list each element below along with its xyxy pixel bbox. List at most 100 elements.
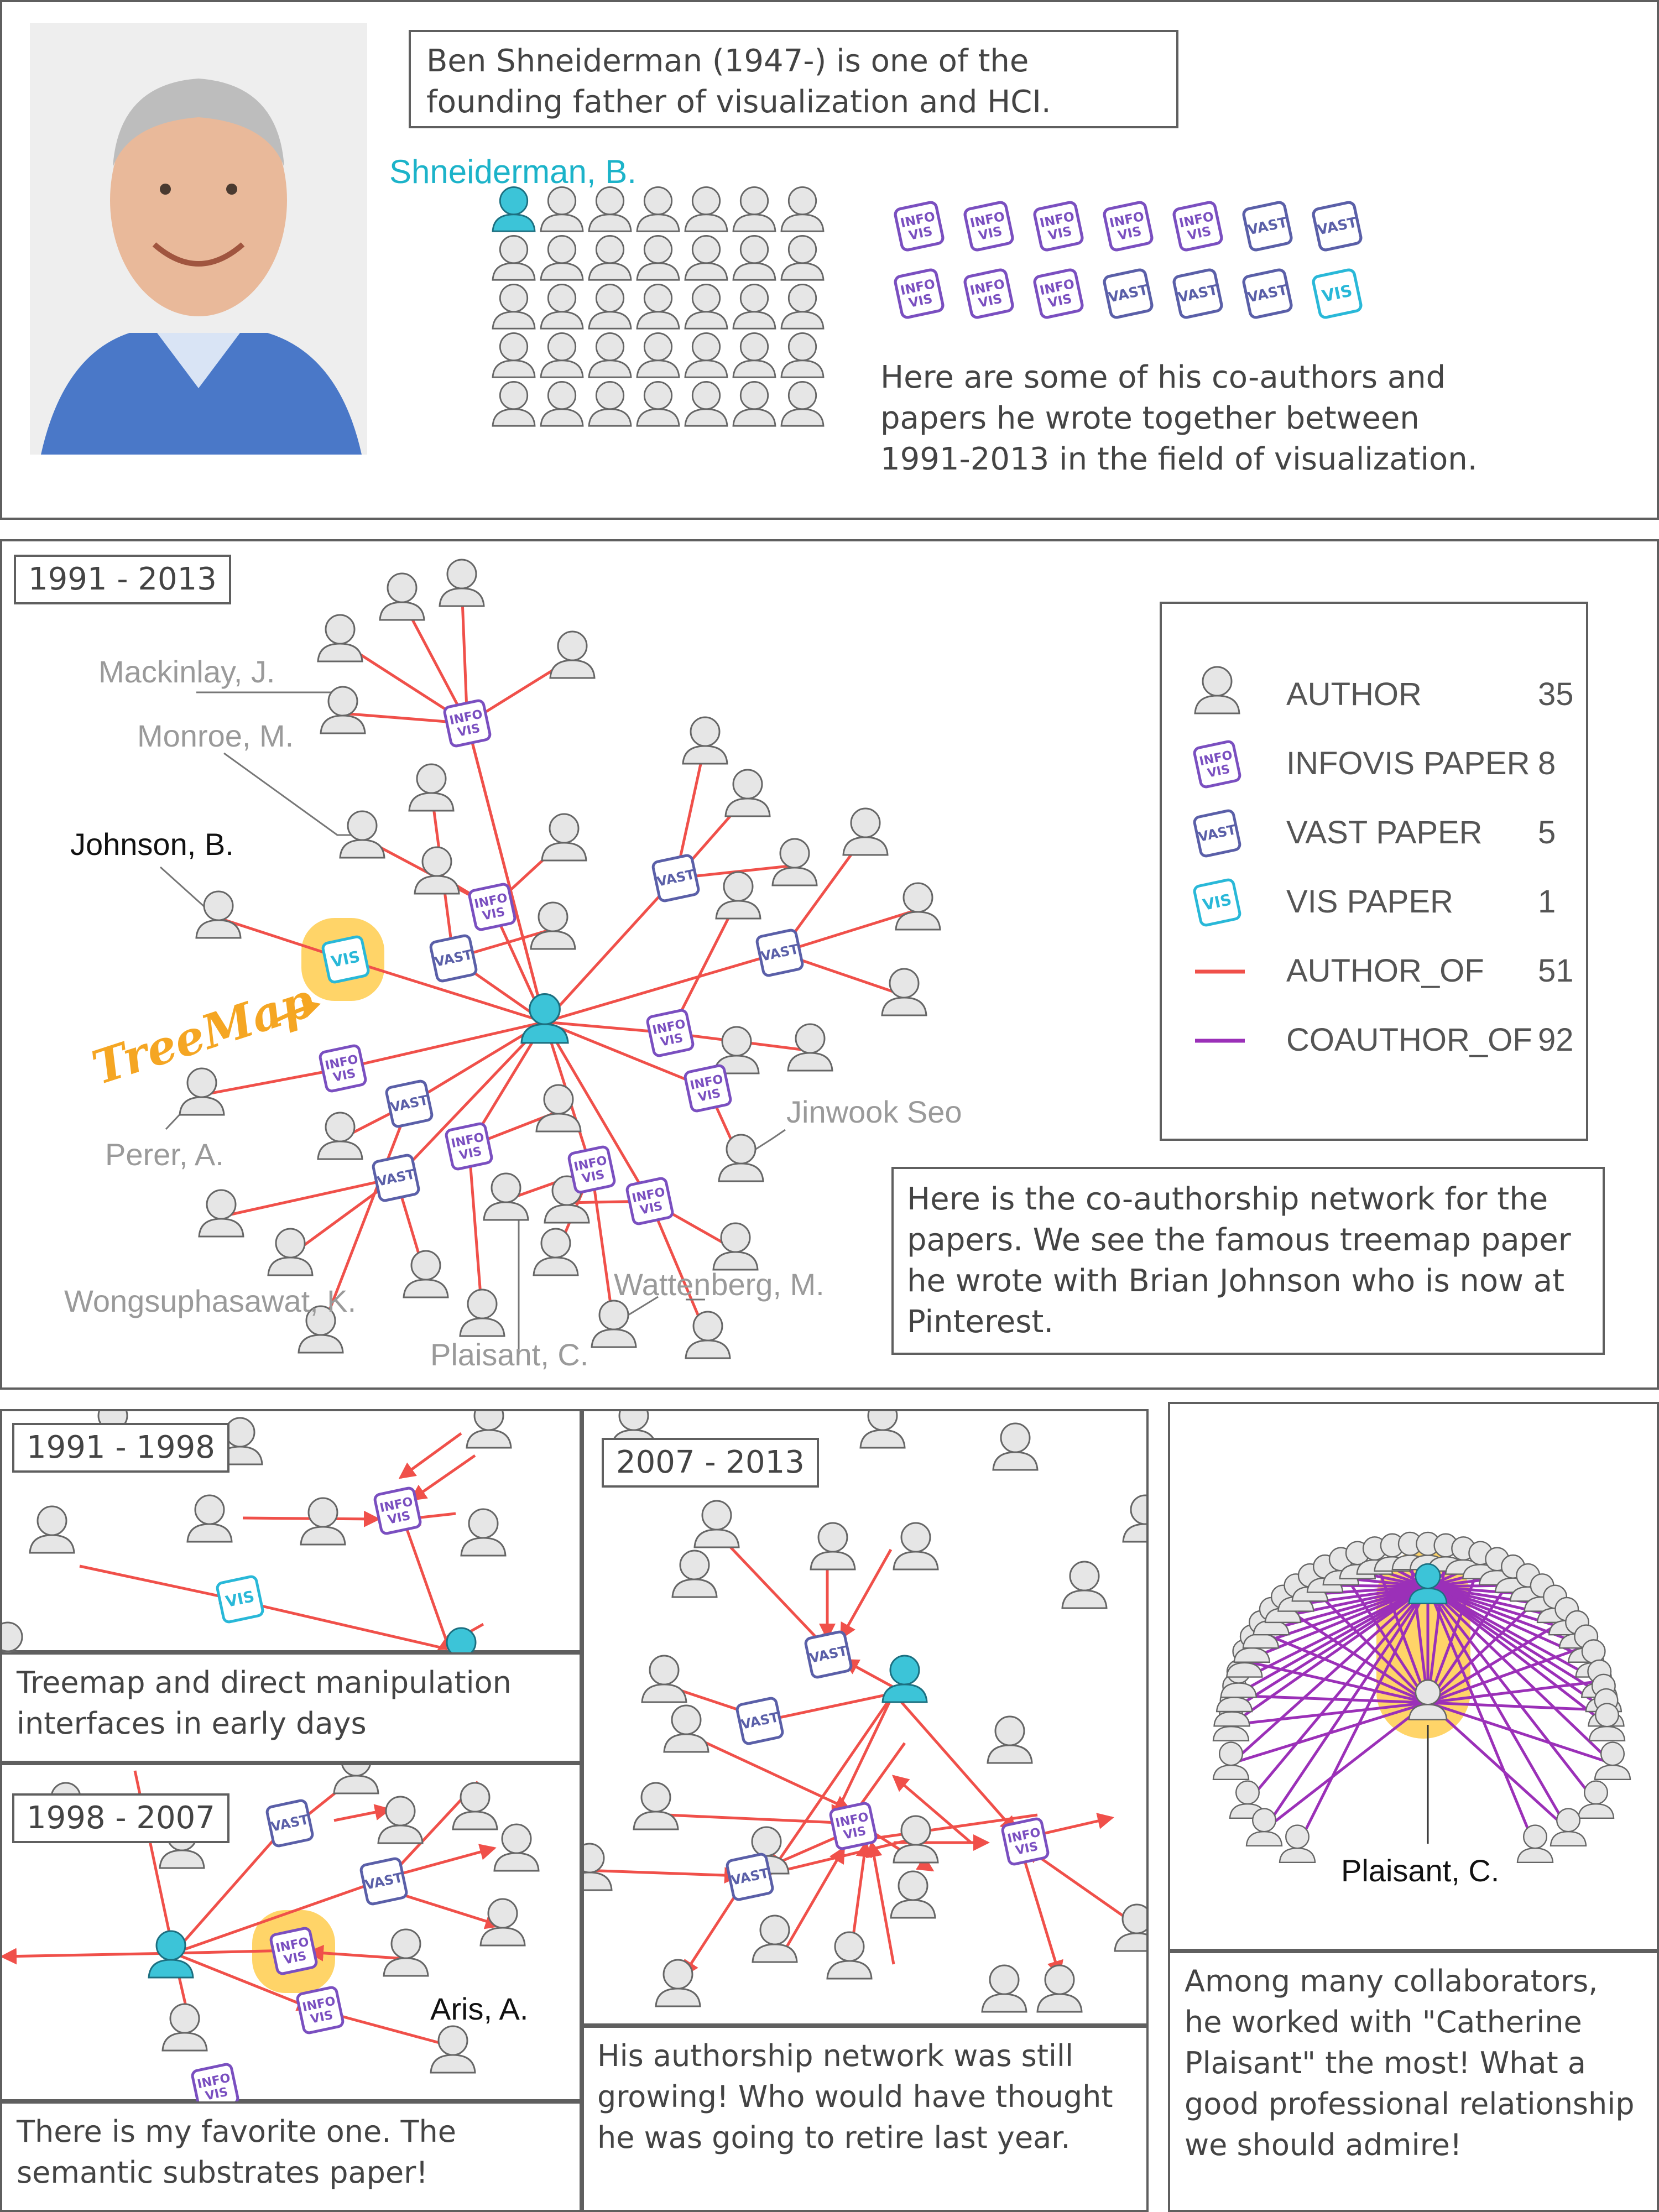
legend-row-vast: VAST PAPER 5 — [1162, 803, 1586, 864]
label-wongsuphasawat: Wongsuphasawat, K. — [64, 1284, 357, 1318]
infovis-paper-node — [626, 1177, 673, 1224]
author-icon — [540, 234, 584, 281]
infovis-paper-icon — [894, 201, 944, 251]
network-2007-2013 — [584, 1411, 1146, 2013]
author_of-icon — [1195, 969, 1245, 974]
author-node — [533, 1228, 579, 1276]
infovis-paper-icon — [964, 201, 1014, 251]
author-icon — [588, 234, 632, 281]
author-node — [320, 686, 366, 734]
author-node — [682, 716, 728, 765]
author-node — [317, 614, 363, 662]
vis-icon — [1184, 872, 1261, 933]
author-icon — [492, 283, 536, 330]
infovis-paper-node — [445, 1123, 492, 1170]
period-tag-2007-2013: 2007 - 2013 — [602, 1438, 819, 1488]
author-node — [541, 813, 587, 862]
author-icon — [636, 332, 680, 378]
legend-row-vis: VIS PAPER 1 — [1162, 872, 1586, 933]
period-tag-1991-1998: 1991 - 1998 — [12, 1423, 229, 1473]
vis-legend-icon — [1193, 879, 1240, 926]
infovis-paper-node — [568, 1146, 615, 1193]
author-icon — [492, 380, 536, 427]
label-plaisant-arc: Plaisant, C. — [1341, 1853, 1500, 1888]
vast-paper-icon — [1103, 269, 1153, 319]
author-icon — [1194, 666, 1240, 714]
legend-row-infovis: INFOVIS PAPER 8 — [1162, 734, 1586, 795]
coauthor-description: Here are some of his co-authors and pape… — [880, 359, 1478, 477]
author-icon — [540, 332, 584, 378]
vast-paper-icon — [1312, 201, 1362, 251]
author-node — [549, 630, 596, 679]
author-icon — [588, 186, 632, 232]
author-node — [317, 1112, 363, 1160]
author-node — [712, 1222, 759, 1271]
vast-paper-node — [372, 1154, 419, 1201]
infovis-paper-node — [684, 1065, 731, 1112]
author-node — [195, 890, 242, 939]
legend-count: 51 — [1538, 953, 1574, 989]
author-icon — [780, 380, 825, 427]
legend-name: VIS PAPER — [1286, 884, 1453, 920]
author-icon — [732, 283, 776, 330]
author-node — [842, 807, 889, 856]
author-icon — [684, 283, 728, 330]
vast-paper-icon — [1173, 269, 1223, 319]
legend-name: COAUTHOR_OF — [1286, 1022, 1532, 1058]
author-node — [724, 769, 771, 817]
period-tag-1991-2013: 1991 - 2013 — [14, 555, 231, 604]
network-1998-2007 — [2, 1765, 540, 2101]
vast-paper-node — [756, 929, 803, 976]
author-node — [715, 871, 761, 920]
infovis-paper-icon — [1103, 201, 1153, 251]
author-icon — [540, 380, 584, 427]
author-icon — [732, 332, 776, 378]
infovis-paper-node — [468, 883, 515, 930]
author-icon — [492, 234, 536, 281]
author-node — [408, 763, 455, 812]
vis-paper-node — [322, 936, 369, 983]
author-icon — [780, 332, 825, 378]
vis-paper-icon — [1312, 269, 1362, 319]
vast-paper-node — [430, 935, 477, 982]
author-icon — [780, 283, 825, 330]
infovis-paper-node — [646, 1009, 693, 1056]
author-node — [530, 901, 576, 950]
panel-intro: Ben Shneiderman (1947-) is one of the fo… — [0, 0, 1659, 520]
author-legend-icon — [1194, 666, 1240, 714]
infovis-paper-node — [319, 1045, 366, 1092]
label-mackinlay: Mackinlay, J. — [98, 654, 275, 689]
center-author-icon — [492, 186, 536, 232]
label-johnson: Johnson, B. — [70, 827, 234, 862]
coauthor-arc-graph — [1212, 1531, 1631, 1864]
author-icon — [684, 380, 728, 427]
coauthor-node — [1516, 1824, 1554, 1864]
author-icon — [780, 234, 825, 281]
infovis-paper-icon — [964, 269, 1014, 319]
author-node — [267, 1228, 314, 1276]
author-node — [535, 1084, 582, 1133]
author-icon — [540, 186, 584, 232]
author-node — [379, 572, 425, 621]
legend-row-author: AUTHOR 35 — [1162, 665, 1586, 726]
legend-count: 1 — [1538, 884, 1556, 920]
author-node — [881, 968, 927, 1016]
author-icon — [780, 186, 825, 232]
label-aris: Aris, A. — [430, 1991, 529, 2026]
author-icon — [684, 332, 728, 378]
author-node — [439, 559, 485, 607]
vast-paper-icon — [1243, 269, 1292, 319]
legend-name: VAST PAPER — [1286, 815, 1483, 851]
coauthor-grid — [492, 186, 825, 427]
caption-1991-1998: Treemap and direct manipulation interfac… — [0, 1652, 582, 1763]
author-node — [459, 1288, 505, 1337]
paper-grid — [887, 196, 1418, 323]
vast-paper-node — [652, 854, 699, 901]
legend-name: AUTHOR — [1286, 676, 1422, 712]
label-plaisant: Plaisant, C. — [430, 1337, 589, 1372]
author-icon — [684, 234, 728, 281]
legend-name: INFOVIS PAPER — [1286, 745, 1530, 781]
legend-name: AUTHOR_OF — [1286, 953, 1484, 989]
infovis-paper-icon — [1034, 201, 1083, 251]
author-icon — [732, 380, 776, 427]
